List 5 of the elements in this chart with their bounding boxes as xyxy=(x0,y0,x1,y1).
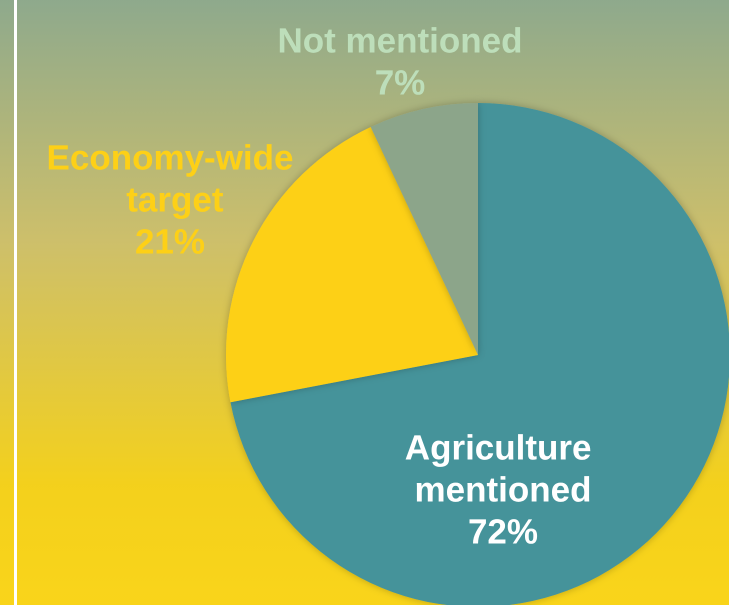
data-label: 21% xyxy=(134,222,206,262)
slice-label: Agriculture mentioned xyxy=(404,428,602,510)
data-label: 72% xyxy=(468,512,538,552)
data-label: 7% xyxy=(374,64,426,102)
slice-label: Economy-wide target xyxy=(46,138,294,220)
